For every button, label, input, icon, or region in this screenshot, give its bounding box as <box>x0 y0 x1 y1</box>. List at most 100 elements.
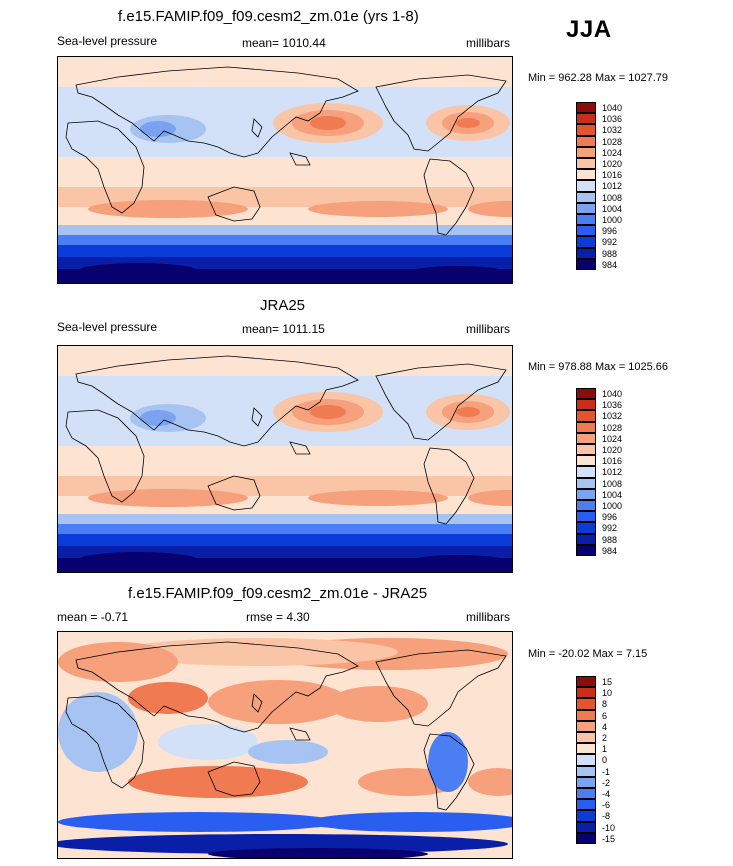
colorbar-label: 1000 <box>602 215 623 225</box>
colorbar-swatch <box>576 421 596 433</box>
colorbar-swatch <box>576 214 596 226</box>
colorbar-label: -8 <box>602 811 611 822</box>
season-label: JJA <box>566 16 612 43</box>
colorbar-label: 1040 <box>602 389 623 399</box>
colorbar-label: -15 <box>602 833 616 844</box>
colorbar-label: 1024 <box>602 147 623 158</box>
colorbar-label: -4 <box>602 789 611 799</box>
panel-2-minmax: Min = 978.88 Max = 1025.66 <box>528 361 669 373</box>
colorbar-label: 992 <box>602 523 618 534</box>
panel-3-title: f.e15.FAMIP.f09_f09.cesm2_zm.01e - JRA25 <box>128 585 428 602</box>
colorbar-label: 15 <box>602 677 613 687</box>
colorbar-swatch <box>576 247 596 259</box>
colorbar-swatch <box>576 832 596 844</box>
panel-2-title: JRA25 <box>260 297 306 314</box>
colorbar-swatch <box>576 500 596 512</box>
colorbar-label: 10 <box>602 688 613 699</box>
colorbar-label: 1040 <box>602 103 623 113</box>
colorbar-swatch <box>576 720 596 732</box>
colorbar-label: 988 <box>602 248 618 259</box>
colorbar-label: 1004 <box>602 203 623 214</box>
colorbar-swatch <box>576 810 596 822</box>
colorbar-swatch <box>576 432 596 444</box>
panel-1-variable-label: Sea-level pressure <box>57 34 158 48</box>
colorbar-swatch <box>576 511 596 523</box>
panel-2-units-label: millibars <box>466 322 511 336</box>
colorbar-label: 992 <box>602 237 618 248</box>
colorbar-swatch <box>576 821 596 833</box>
colorbar-label: 1032 <box>602 125 623 136</box>
heatmap-field <box>58 632 512 858</box>
colorbar-swatch <box>576 191 596 203</box>
colorbar-swatch <box>576 102 596 114</box>
colorbar-label: 1020 <box>602 445 623 455</box>
colorbar-swatch <box>576 533 596 545</box>
panel-1-mean-label: mean= 1010.44 <box>242 36 326 50</box>
colorbar-label: -2 <box>602 777 611 788</box>
panel-1-map <box>57 56 513 284</box>
colorbar-swatch <box>576 544 596 556</box>
colorbar-label: 2 <box>602 733 608 743</box>
colorbar-label: 1016 <box>602 170 623 181</box>
colorbar-label: 1008 <box>602 192 623 203</box>
colorbar-label: 1028 <box>602 422 623 433</box>
colorbar-label: 1036 <box>602 114 623 125</box>
colorbar-swatch <box>576 788 596 800</box>
colorbar-swatch <box>576 466 596 478</box>
panel-2-variable-label: Sea-level pressure <box>57 320 158 334</box>
colorbar-swatch <box>576 410 596 422</box>
colorbar-swatch <box>576 399 596 411</box>
colorbar-swatch <box>576 169 596 181</box>
colorbar-swatch <box>576 225 596 237</box>
colorbar-swatch <box>576 776 596 788</box>
colorbar-label: 996 <box>602 512 618 523</box>
panel-1-minmax: Min = 962.28 Max = 1027.79 <box>528 72 669 84</box>
colorbar-label: 1000 <box>602 501 623 511</box>
colorbar-label: 1016 <box>602 456 623 467</box>
colorbar-swatch <box>576 444 596 456</box>
colorbar-label: 1028 <box>602 136 623 147</box>
colorbar-swatch <box>576 709 596 721</box>
heatmap-field <box>58 346 512 572</box>
colorbar-label: -6 <box>602 800 611 811</box>
colorbar-swatch <box>576 743 596 755</box>
colorbar-label: 1 <box>602 744 608 755</box>
panel-3-minmax: Min = -20.02 Max = 7.15 <box>528 648 648 660</box>
panel-1-units-label: millibars <box>466 36 511 50</box>
colorbar-swatch <box>576 236 596 248</box>
colorbar-swatch <box>576 765 596 777</box>
colorbar-label: 996 <box>602 226 618 237</box>
panel-3-rmse-label: rmse = 4.30 <box>246 610 310 624</box>
colorbar-swatch <box>576 180 596 192</box>
colorbar-swatch <box>576 488 596 500</box>
colorbar-label: 4 <box>602 721 608 732</box>
colorbar-label: 1012 <box>602 467 623 478</box>
colorbar-label: -10 <box>602 822 616 833</box>
colorbar-swatch <box>576 754 596 766</box>
colorbar-label: 1012 <box>602 181 623 192</box>
colorbar-swatch <box>576 202 596 214</box>
panel-2-map <box>57 345 513 573</box>
colorbar-swatch <box>576 158 596 170</box>
colorbar-label: 6 <box>602 710 608 721</box>
colorbar-swatch <box>576 799 596 811</box>
colorbar-label: -1 <box>602 766 611 777</box>
colorbar-label: 1036 <box>602 400 623 411</box>
colorbar-swatch <box>576 522 596 534</box>
colorbar-label: 984 <box>602 259 618 270</box>
panel-2-mean-label: mean= 1011.15 <box>242 322 325 336</box>
colorbar-label: 1004 <box>602 489 623 500</box>
colorbar-label: 1020 <box>602 159 623 169</box>
colorbar-label: 0 <box>602 755 608 766</box>
colorbar-label: 1032 <box>602 411 623 422</box>
panel-3-units-label: millibars <box>466 610 511 624</box>
colorbar-swatch <box>576 687 596 699</box>
colorbar-swatch <box>576 698 596 710</box>
colorbar-swatch <box>576 388 596 400</box>
colorbar-label: 1008 <box>602 478 623 489</box>
colorbar-label: 8 <box>602 699 608 710</box>
panel-3-map <box>57 631 513 859</box>
colorbar-swatch <box>576 676 596 688</box>
colorbar-swatch <box>576 124 596 136</box>
colorbar-swatch <box>576 146 596 158</box>
